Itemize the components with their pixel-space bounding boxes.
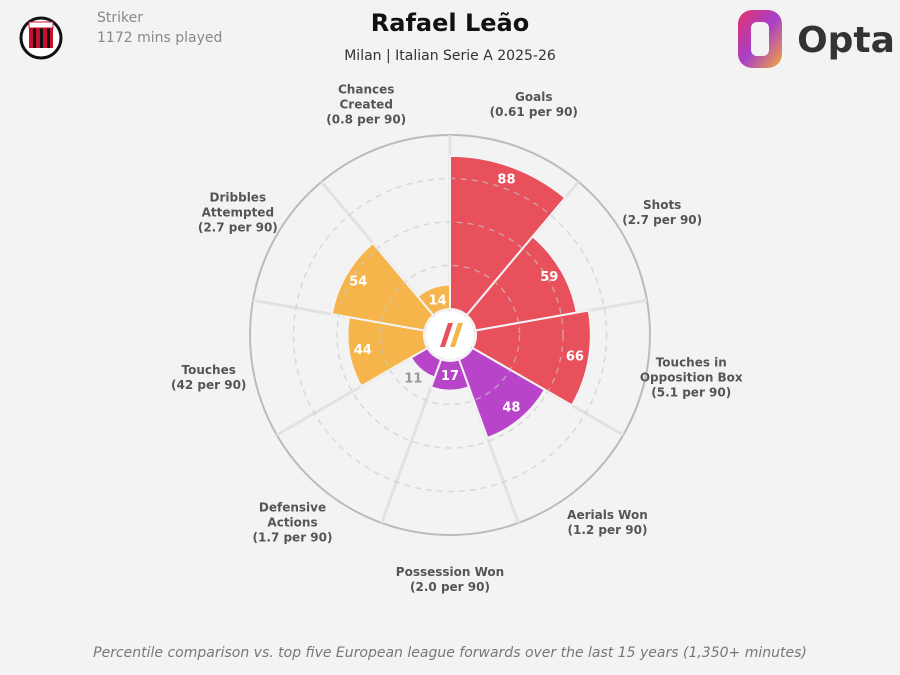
value-label: 11 (404, 371, 422, 386)
footnote: Percentile comparison vs. top five Europ… (93, 645, 807, 661)
category-label: Goals (0.61 per 90) (479, 90, 589, 120)
value-label: 14 (429, 293, 447, 308)
bar (465, 235, 578, 332)
center-logo (440, 323, 453, 347)
category-name: Aerials Won (567, 507, 648, 522)
category-name: Defensive Actions (258, 500, 327, 530)
value-label: 59 (540, 270, 558, 285)
category-detail: (1.2 per 90) (567, 522, 648, 537)
grid-ring (379, 264, 521, 406)
category-label: Aerials Won (1.2 per 90) (552, 508, 662, 538)
value-label: 17 (441, 369, 459, 384)
bar (429, 358, 471, 392)
bar (346, 316, 429, 388)
value-label: 88 (497, 172, 515, 187)
category-name: Chances Created (338, 82, 395, 112)
value-label: 66 (566, 350, 584, 365)
bar (330, 241, 435, 332)
category-name: Dribbles Attempted (201, 190, 275, 219)
category-label: Possession Won (2.0 per 90) (395, 565, 505, 595)
minutes: 1172 mins played (97, 30, 223, 46)
category-name: Touches (181, 362, 236, 377)
grid-ring (336, 221, 564, 449)
center-hole (426, 311, 474, 359)
category-detail: (0.8 per 90) (326, 112, 407, 127)
bar (471, 309, 592, 407)
category-label: Dribbles Attempted (2.7 per 90) (183, 190, 293, 235)
category-detail: (0.61 per 90) (489, 104, 578, 119)
plot: 88 59 66 48 17 11 44 54 14 (249, 134, 651, 536)
category-label: Touches in Opposition Box (5.1 per 90) (636, 355, 746, 400)
chart-title: Rafael Leão (371, 9, 529, 37)
category-name: Goals (515, 89, 553, 104)
category-detail: (2.7 per 90) (622, 212, 703, 227)
chart-subtitle: Milan | Italian Serie A 2025-26 (344, 48, 556, 64)
category-detail: (2.0 per 90) (410, 580, 490, 594)
category-detail: (1.7 per 90) (252, 530, 333, 545)
value-label: 54 (349, 275, 367, 290)
grid-ring (292, 177, 608, 493)
category-detail: (42 per 90) (171, 377, 247, 392)
bar (416, 283, 451, 317)
bar (449, 154, 567, 317)
value-label: 44 (354, 343, 372, 358)
club-crest (19, 16, 63, 60)
category-label: Shots (2.7 per 90) (607, 198, 717, 228)
brand-logo (738, 10, 782, 68)
value-label: 48 (502, 401, 520, 416)
brand-name: Opta (797, 20, 895, 61)
center-logo (450, 323, 463, 347)
category-name: Shots (643, 197, 682, 212)
category-name: Touches in Opposition Box (639, 355, 743, 385)
category-label: Defensive Actions (1.7 per 90) (238, 500, 348, 545)
position: Striker (97, 10, 143, 26)
category-label: Chances Created (0.8 per 90) (311, 82, 421, 127)
category-name: Possession Won (395, 565, 505, 579)
category-detail: (2.7 per 90) (197, 220, 278, 234)
category-label: Touches (42 per 90) (154, 363, 264, 393)
bar (457, 346, 547, 440)
category-detail: (5.1 per 90) (651, 385, 732, 400)
